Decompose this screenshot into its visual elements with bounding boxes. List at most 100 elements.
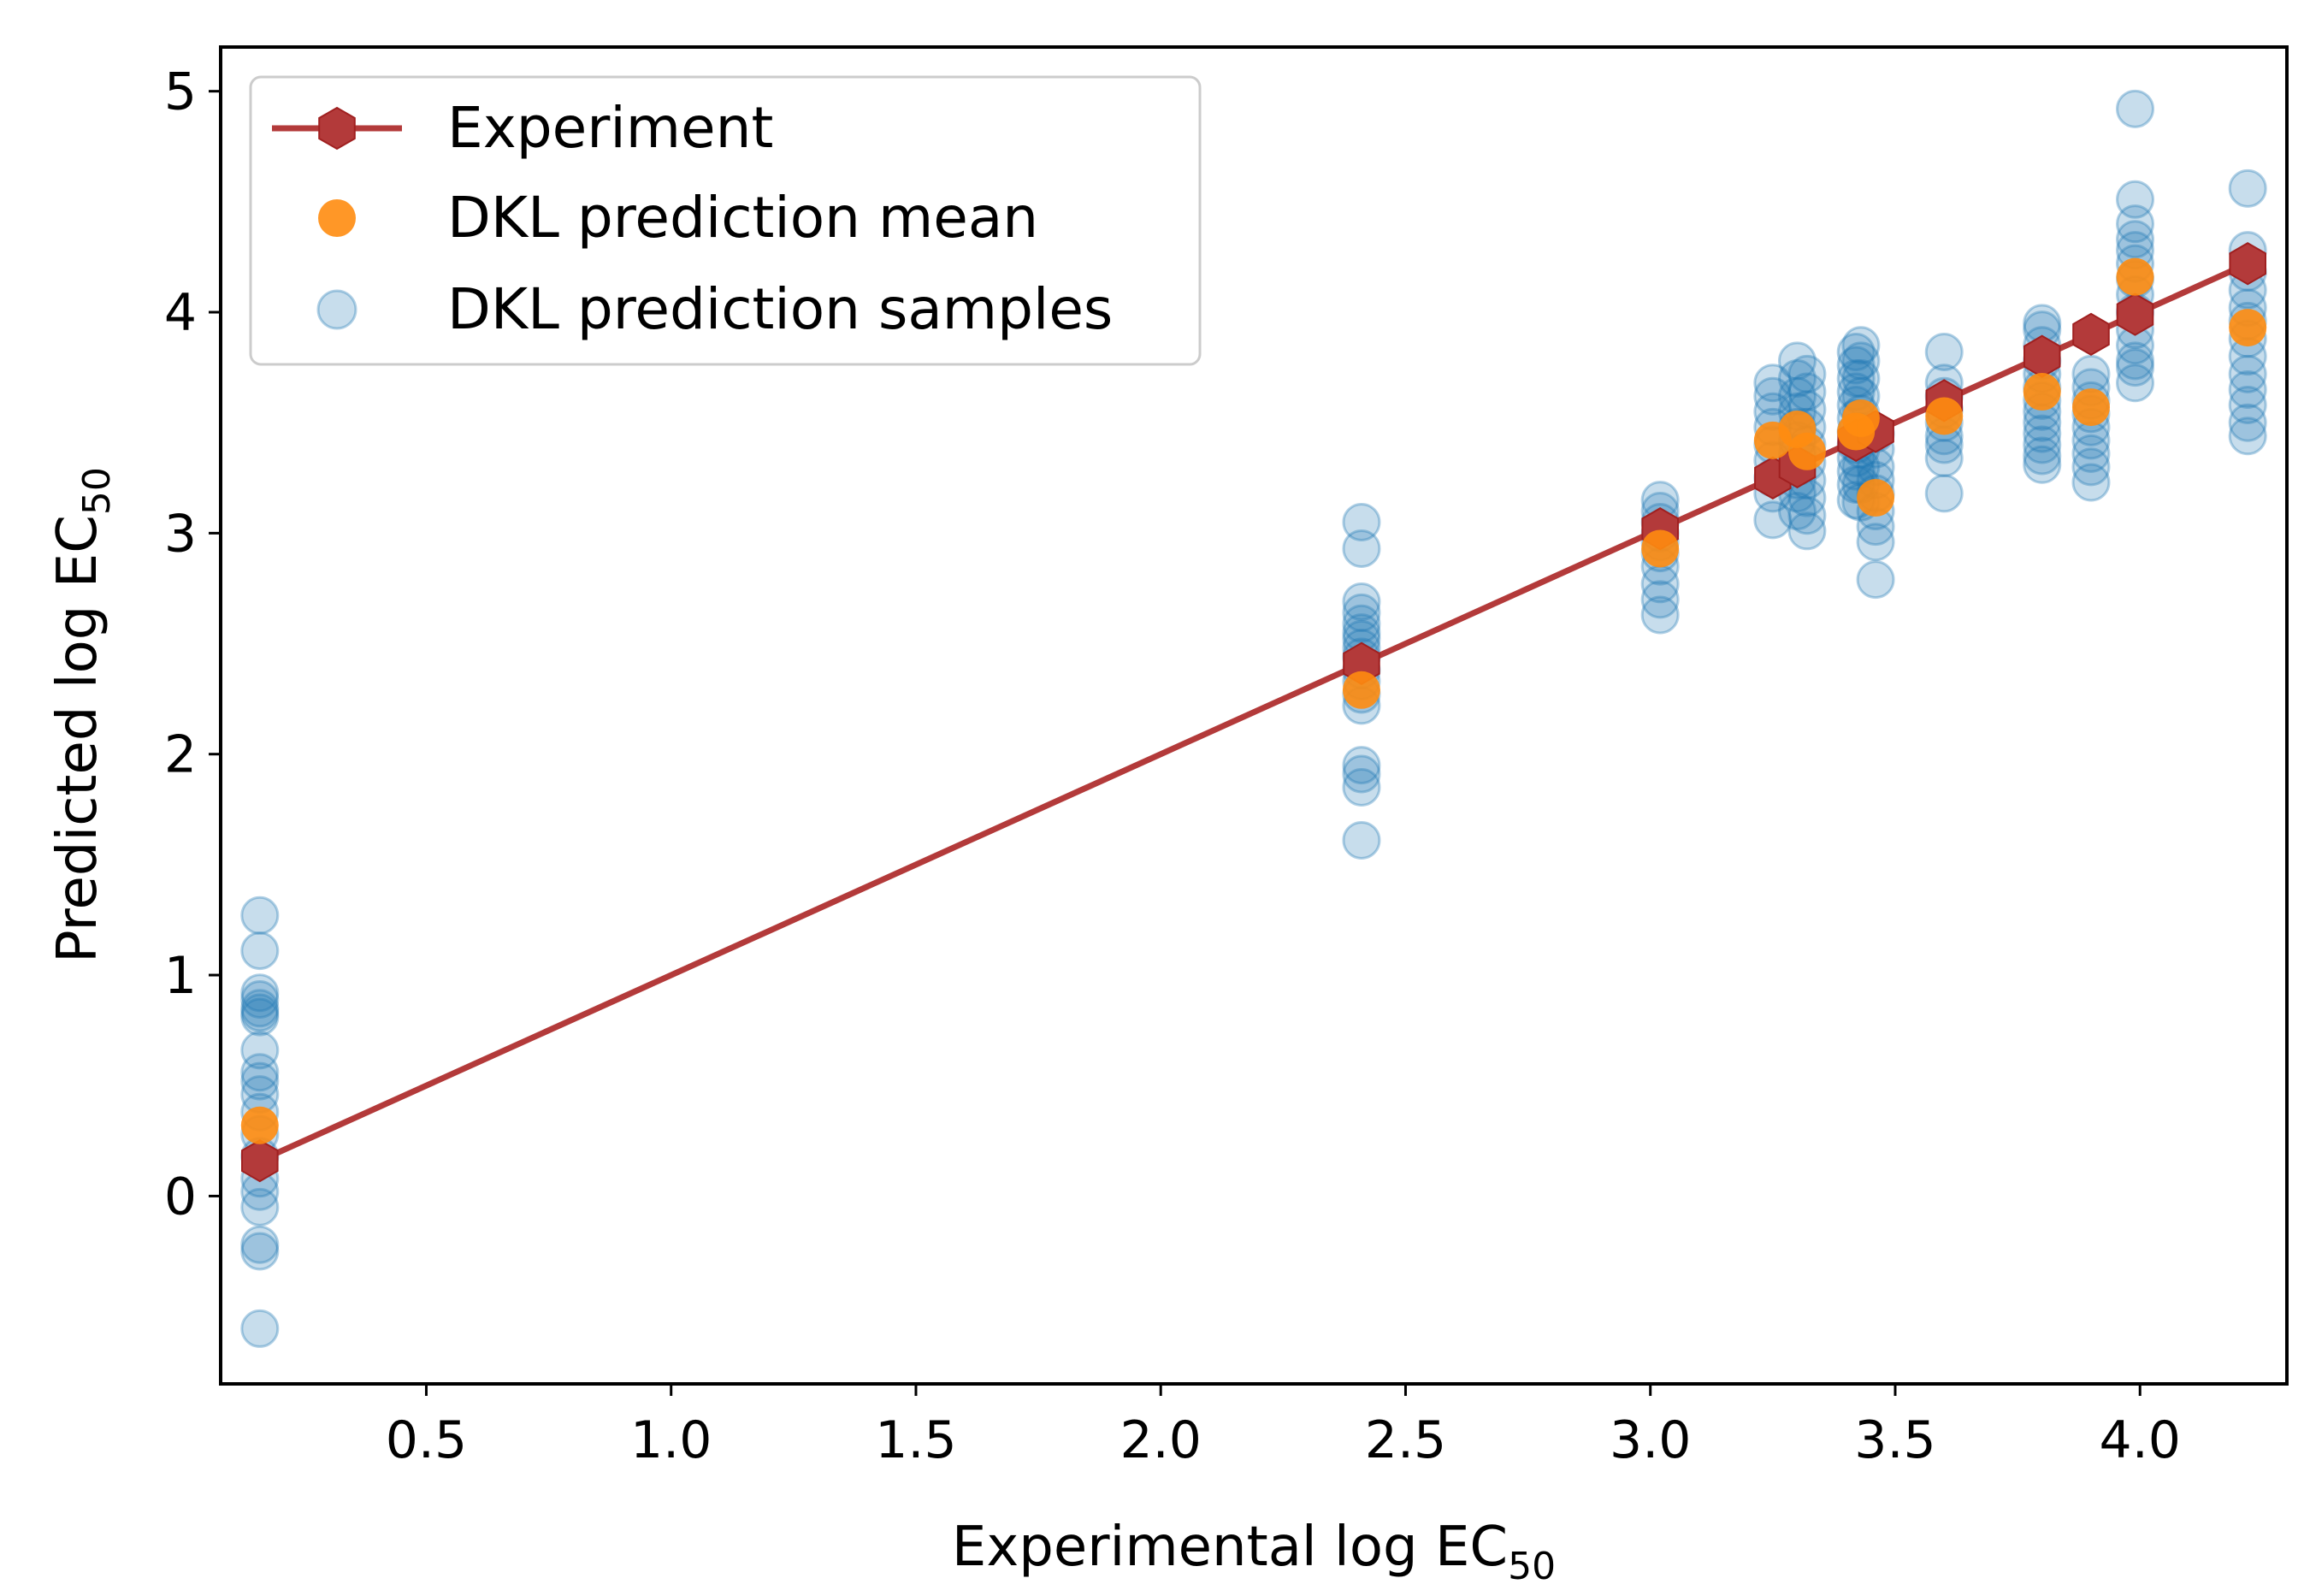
sample-point — [1787, 372, 1827, 411]
x-tick-label: 4.0 — [2100, 1410, 2181, 1470]
sample-point — [240, 1309, 280, 1348]
sample-point — [2071, 463, 2111, 502]
sample-point — [2023, 425, 2062, 464]
mean-point — [240, 1106, 279, 1144]
experiment-marker — [241, 1138, 279, 1183]
sample-point — [2116, 220, 2155, 259]
sample-point — [240, 979, 280, 1019]
x-axis-label-subscript: 50 — [1508, 1545, 1556, 1588]
sample-point — [240, 1061, 280, 1101]
sample-point — [240, 973, 280, 1013]
experiment-marker — [2072, 312, 2110, 357]
x-axis-label-text: Experimental log EC — [952, 1516, 1508, 1579]
x-tick-label: 3.0 — [1610, 1410, 1691, 1470]
y-axis-label-subscript: 50 — [75, 467, 119, 515]
sample-point — [1777, 492, 1817, 531]
y-axis-label-text: Predicted log EC — [46, 515, 109, 963]
x-tick-label: 1.0 — [630, 1410, 712, 1470]
axes-frame — [219, 45, 2289, 1386]
mean-point — [2023, 373, 2061, 411]
sample-point — [2023, 414, 2062, 453]
sample-point — [240, 997, 280, 1037]
sample-point — [1787, 496, 1827, 535]
sample-point — [1836, 333, 1876, 372]
sample-point — [2071, 434, 2111, 473]
sample-point — [1342, 604, 1381, 643]
sample-point — [1342, 820, 1381, 860]
sample-point — [1342, 502, 1381, 541]
legend-mean-marker — [318, 199, 356, 237]
sample-point — [1753, 364, 1793, 403]
experiment-marker — [2229, 242, 2266, 286]
y-tick-label: 1 — [164, 946, 197, 1006]
mean-point — [1925, 397, 1964, 435]
sample-point — [240, 989, 280, 1028]
sample-point — [2023, 436, 2062, 476]
sample-point — [1342, 767, 1381, 807]
legend-box — [249, 75, 1202, 366]
sample-point — [2023, 445, 2062, 484]
sample-point — [1753, 500, 1793, 540]
mean-layer — [240, 257, 2267, 1144]
sample-point — [1856, 560, 1895, 600]
mean-point — [1342, 671, 1380, 709]
x-tick-label: 2.5 — [1365, 1410, 1446, 1470]
sample-point — [1640, 595, 1680, 635]
y-tick-label: 5 — [164, 62, 197, 122]
legend: Experiment DKL prediction mean DKL predi… — [249, 75, 1202, 366]
sample-point — [1342, 529, 1381, 568]
sample-point — [2228, 403, 2267, 442]
sample-point — [1777, 359, 1817, 399]
y-axis-label: Predicted log EC50 — [46, 467, 119, 963]
sample-point — [1640, 580, 1680, 619]
experiment-marker — [2116, 293, 2154, 336]
sample-point — [240, 896, 280, 935]
sample-point — [2116, 89, 2155, 128]
sample-point — [1787, 354, 1827, 393]
sample-point — [240, 1225, 280, 1264]
sample-point — [240, 1187, 280, 1227]
x-tick-label: 2.0 — [1120, 1410, 1202, 1470]
sample-point — [2228, 417, 2267, 456]
sample-point — [2116, 204, 2155, 244]
sample-point — [1924, 333, 1964, 372]
sample-point — [2116, 341, 2155, 381]
x-axis: 0.5 1.0 1.5 2.0 2.5 3.0 3.5 4.0 — [386, 1384, 2181, 1470]
sample-point — [2228, 386, 2267, 425]
sample-point — [1856, 523, 1895, 562]
sample-point — [1841, 341, 1881, 381]
mean-point — [1841, 399, 1880, 438]
x-tick-label: 0.5 — [386, 1410, 467, 1470]
legend-label-experiment: Experiment — [447, 95, 773, 161]
y-tick-label: 3 — [164, 504, 197, 564]
mean-point — [1787, 432, 1826, 470]
sample-point — [1787, 511, 1827, 551]
sample-point — [1841, 359, 1881, 399]
x-tick-label: 3.5 — [1854, 1410, 1935, 1470]
x-tick-label: 1.5 — [875, 1410, 956, 1470]
legend-experiment-marker — [318, 106, 356, 151]
mean-point — [1641, 529, 1680, 568]
sample-point — [1342, 582, 1381, 621]
sample-point — [1342, 746, 1381, 785]
sample-point — [240, 1031, 280, 1070]
sample-point — [1777, 341, 1817, 381]
y-axis: 0 1 2 3 4 5 — [164, 62, 221, 1227]
sample-point — [240, 1232, 280, 1271]
y-tick-label: 4 — [164, 283, 197, 343]
sample-point — [240, 1053, 280, 1092]
sample-point — [2228, 354, 2267, 393]
legend-samples-marker — [316, 289, 357, 330]
sample-point — [1924, 474, 1964, 513]
legend-label-mean: DKL prediction mean — [447, 185, 1038, 251]
sample-point — [1924, 439, 1964, 478]
sample-point — [1841, 326, 1881, 365]
sample-point — [2116, 180, 2155, 219]
sample-point — [240, 993, 280, 1032]
sample-point — [1753, 376, 1793, 416]
sample-point — [240, 931, 280, 971]
sample-point — [1342, 754, 1381, 794]
x-axis-label: Experimental log EC50 — [952, 1516, 1556, 1588]
sample-point — [1836, 346, 1876, 385]
